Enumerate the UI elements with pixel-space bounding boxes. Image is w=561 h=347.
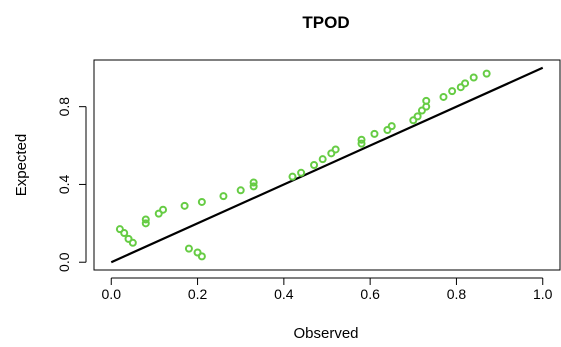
data-point <box>469 73 478 82</box>
plot-area <box>110 66 544 264</box>
data-point <box>370 129 379 138</box>
data-point <box>310 161 319 169</box>
data-point <box>219 192 228 201</box>
x-tick-label: 1.0 <box>533 286 553 302</box>
x-tick-label: 0.6 <box>360 286 380 302</box>
data-point <box>331 145 340 154</box>
data-point <box>193 248 202 257</box>
data-point <box>357 135 366 144</box>
y-axis-label: Expected <box>13 134 30 197</box>
data-point <box>482 69 491 78</box>
data-point <box>197 197 206 206</box>
data-point <box>141 215 150 224</box>
data-point <box>120 229 129 238</box>
x-tick-label: 0.8 <box>447 286 467 302</box>
data-point <box>128 238 137 247</box>
data-point <box>357 139 366 148</box>
data-point <box>461 79 470 88</box>
y-axis: 0.0 0.4 0.8 <box>56 97 87 272</box>
y-tick-label: 0.0 <box>56 252 72 272</box>
data-point <box>154 209 163 218</box>
x-tick-label: 0.0 <box>102 286 122 302</box>
data-point <box>387 122 396 131</box>
chart-title: TPOD <box>302 13 349 32</box>
data-point <box>297 168 306 177</box>
y-tick-label: 0.8 <box>56 97 72 117</box>
reference-line <box>110 66 544 264</box>
data-point <box>236 186 245 195</box>
x-axis-label: Observed <box>293 325 358 342</box>
plot-frame <box>93 59 561 271</box>
y-tick-label: 0.4 <box>56 175 72 195</box>
data-point <box>456 83 465 92</box>
data-point <box>180 201 189 210</box>
data-point <box>409 116 418 125</box>
x-tick-label: 0.2 <box>188 286 208 302</box>
data-point <box>184 244 193 253</box>
data-point <box>327 149 336 158</box>
x-tick-label: 0.4 <box>274 286 294 302</box>
data-point <box>124 234 133 243</box>
data-point <box>249 182 258 191</box>
data-point <box>448 87 457 96</box>
data-point <box>318 155 327 164</box>
data-point <box>413 112 422 121</box>
x-axis: 0.0 0.2 0.4 0.6 0.8 1.0 <box>102 277 553 302</box>
data-point <box>249 178 258 187</box>
data-point <box>422 96 431 105</box>
data-point <box>383 126 392 134</box>
data-point <box>159 205 168 214</box>
data-point <box>288 172 297 181</box>
data-point <box>141 219 150 228</box>
data-point <box>115 225 124 234</box>
data-point <box>417 106 426 115</box>
data-point <box>197 252 206 261</box>
data-point <box>439 92 448 101</box>
